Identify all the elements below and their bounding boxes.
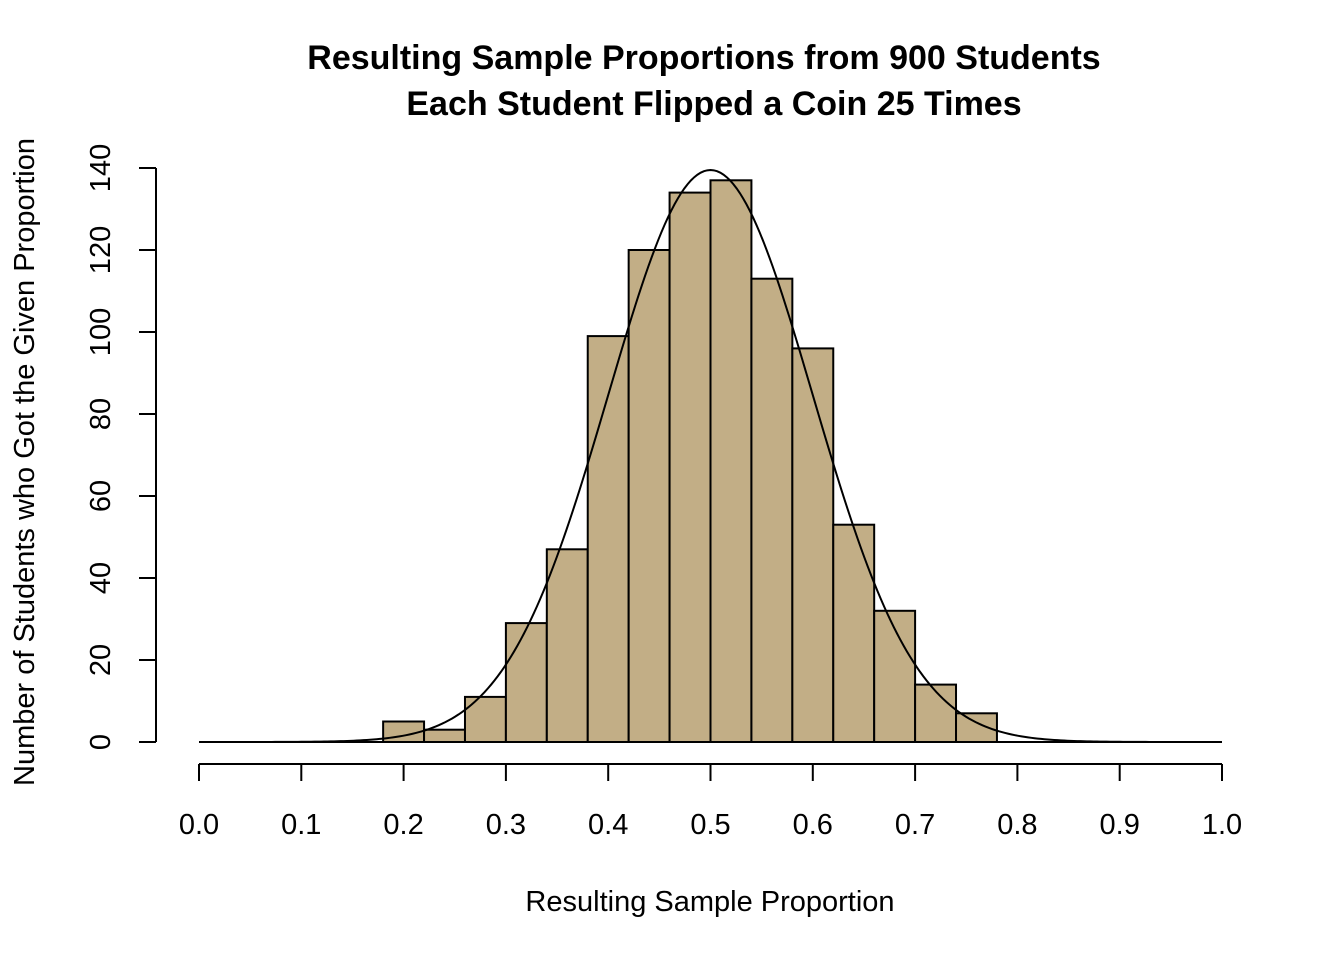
x-tick-label-9: 0.9 — [1100, 809, 1140, 841]
x-tick-label-3: 0.3 — [486, 809, 526, 841]
histogram-bar-11 — [832, 523, 876, 744]
histogram-bar-6 — [627, 249, 671, 743]
histogram-bar-3 — [504, 622, 548, 743]
x-tick-label-0: 0.0 — [179, 809, 219, 841]
histogram-bars — [382, 179, 998, 744]
histogram-bar-5 — [586, 335, 630, 743]
x-tick-label-8: 0.8 — [997, 809, 1037, 841]
x-axis-label: Resulting Sample Proportion — [525, 886, 894, 918]
histogram-bar-10 — [791, 347, 835, 743]
y-tick-label-0: 0 — [85, 734, 117, 750]
chart-title-line-1: Resulting Sample Proportions from 900 St… — [307, 39, 1100, 77]
histogram-bar-1 — [423, 728, 466, 744]
y-tick-label-1: 20 — [85, 644, 117, 676]
y-tick-label-7: 140 — [85, 144, 117, 192]
histogram-bar-8 — [709, 179, 753, 744]
x-tick-label-2: 0.2 — [383, 809, 423, 841]
y-tick-label-6: 120 — [85, 226, 117, 274]
histogram-bar-12 — [873, 609, 917, 743]
x-tick-label-1: 0.1 — [281, 809, 321, 841]
x-tick-label-7: 0.7 — [895, 809, 935, 841]
y-tick-label-5: 100 — [85, 308, 117, 356]
histogram-bar-13 — [914, 683, 958, 743]
x-axis: 0.0 0.1 0.2 0.3 0.4 0.5 0.6 0.7 0.8 0.9 1.0 — [179, 763, 1242, 841]
histogram-bar-9 — [750, 277, 794, 743]
histogram-bar-4 — [545, 548, 589, 743]
histogram-bar-7 — [668, 191, 712, 744]
x-tick-label-6: 0.6 — [793, 809, 833, 841]
y-tick-label-4: 80 — [85, 398, 117, 430]
chart-title-line-2: Each Student Flipped a Coin 25 Times — [406, 85, 1021, 123]
y-tick-label-3: 60 — [85, 480, 117, 512]
histogram-bar-14 — [955, 712, 998, 743]
histogram-bar-2 — [463, 695, 507, 744]
y-tick-label-2: 40 — [85, 562, 117, 594]
x-tick-label-10: 1.0 — [1202, 809, 1242, 841]
y-axis-label: Number of Students who Got the Given Pro… — [9, 138, 41, 786]
x-tick-label-4: 0.4 — [588, 809, 628, 841]
y-axis: 0 20 40 60 80 100 120 140 — [85, 144, 157, 750]
normal-curve — [219, 169, 1202, 743]
x-tick-label-5: 0.5 — [690, 809, 730, 841]
